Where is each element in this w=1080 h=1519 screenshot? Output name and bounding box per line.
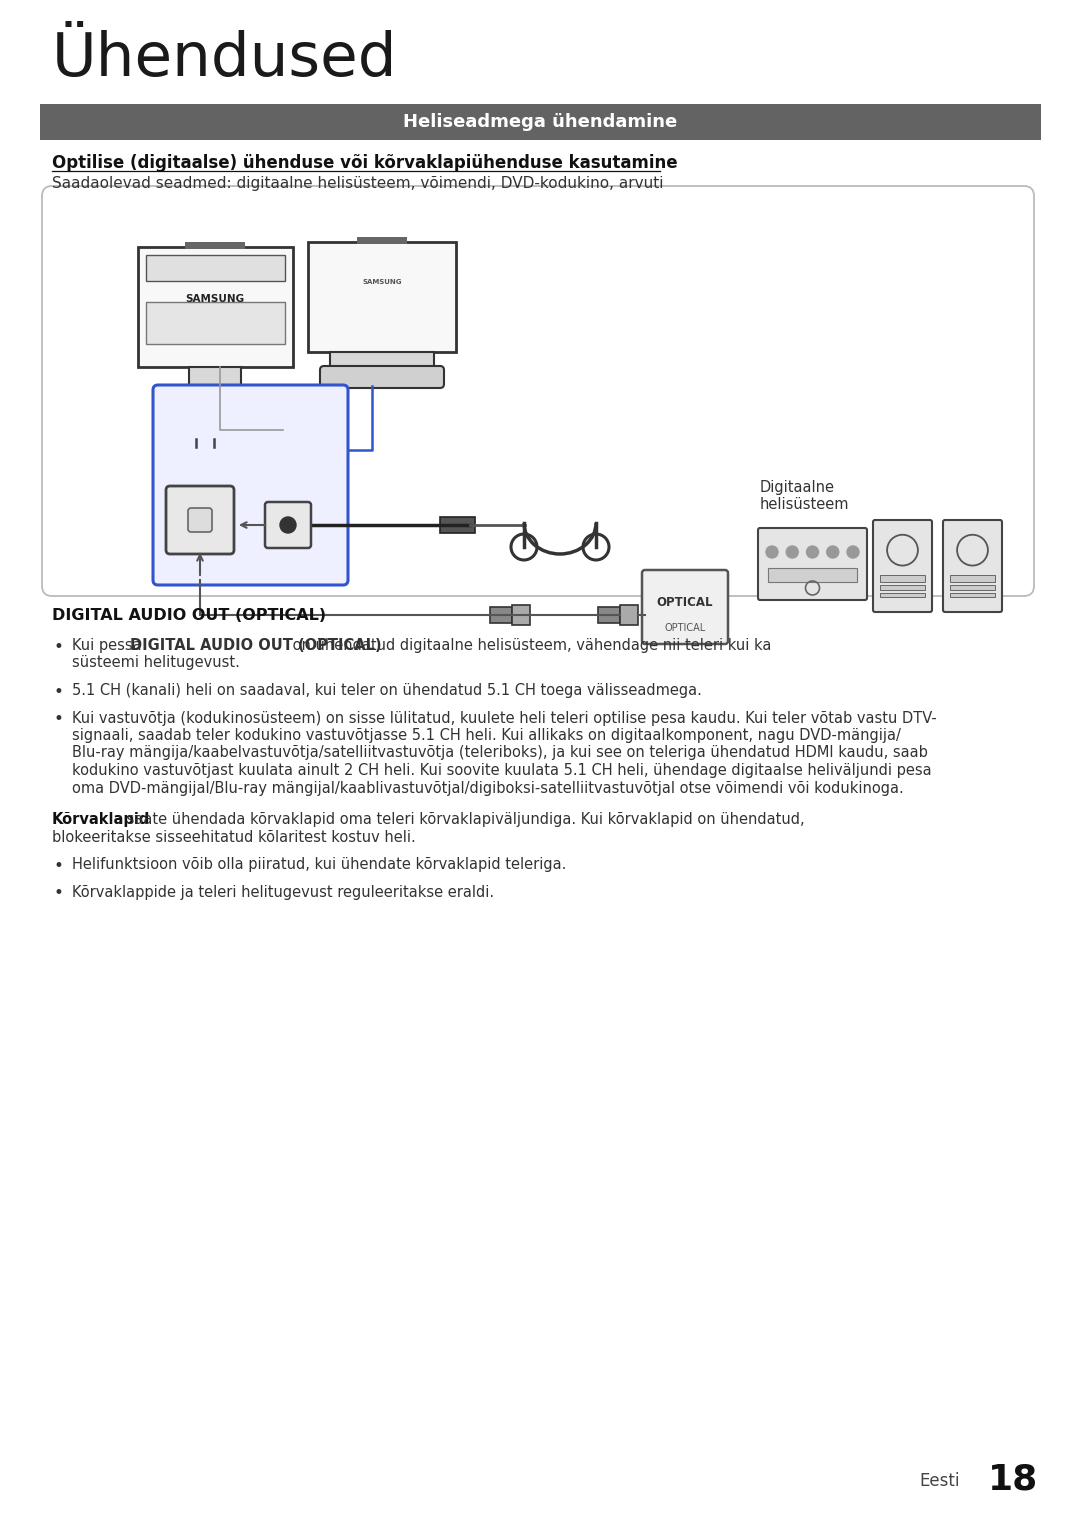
Bar (768, 568, 858, 582)
Text: Blu-ray mängija/kaabelvastuvõtja/satelliitvastuvõtja (teleriboks), ja kui see on: Blu-ray mängija/kaabelvastuvõtja/satelli… (72, 746, 928, 761)
FancyBboxPatch shape (758, 529, 867, 600)
Text: signaali, saadab teler kodukino vastuvõtjasse 5.1 CH heli. Kui allikaks on digit: signaali, saadab teler kodukino vastuvõt… (72, 728, 901, 743)
Bar (490, 608, 512, 623)
Bar (146, 302, 284, 343)
Text: Eesti: Eesti (919, 1472, 960, 1490)
Bar (187, 403, 243, 410)
Text: : saate ühendada kõrvaklapid oma teleri kõrvaklapiväljundiga. Kui kõrvaklapid on: : saate ühendada kõrvaklapid oma teleri … (118, 813, 805, 826)
Bar (950, 585, 995, 591)
Text: Ühendused: Ühendused (52, 30, 397, 90)
Bar (185, 242, 245, 249)
Text: blokeeritakse sisseehitatud kõlaritest kostuv heli.: blokeeritakse sisseehitatud kõlaritest k… (52, 829, 416, 845)
Text: Helifunktsioon võib olla piiratud, kui ühendate kõrvaklapid teleriga.: Helifunktsioon võib olla piiratud, kui ü… (72, 857, 566, 872)
Bar (880, 594, 924, 597)
Text: SAMSUNG: SAMSUNG (362, 279, 402, 286)
Text: süsteemi helitugevust.: süsteemi helitugevust. (72, 656, 240, 670)
Text: OPTICAL: OPTICAL (657, 595, 713, 609)
Bar (137, 248, 293, 368)
Circle shape (847, 545, 859, 557)
FancyBboxPatch shape (188, 507, 212, 532)
Text: •: • (54, 884, 64, 902)
Text: •: • (54, 684, 64, 700)
FancyBboxPatch shape (873, 519, 932, 612)
FancyBboxPatch shape (642, 570, 728, 644)
Text: OPTICAL: OPTICAL (664, 623, 705, 633)
Circle shape (807, 545, 819, 557)
Text: Digitaalne
helisüsteem: Digitaalne helisüsteem (760, 480, 850, 512)
Text: 5.1 CH (kanali) heli on saadaval, kui teler on ühendatud 5.1 CH toega välisseadm: 5.1 CH (kanali) heli on saadaval, kui te… (72, 684, 702, 699)
Circle shape (827, 545, 839, 557)
Circle shape (786, 545, 798, 557)
FancyBboxPatch shape (943, 519, 1002, 612)
Bar (512, 605, 530, 624)
Text: Kõrvaklappide ja teleri helitugevust reguleeritakse eraldi.: Kõrvaklappide ja teleri helitugevust reg… (72, 884, 495, 899)
FancyBboxPatch shape (153, 384, 348, 585)
Bar (950, 594, 995, 597)
Text: kodukino vastuvõtjast kuulata ainult 2 CH heli. Kui soovite kuulata 5.1 CH heli,: kodukino vastuvõtjast kuulata ainult 2 C… (72, 763, 932, 778)
Bar (440, 516, 475, 533)
Text: •: • (54, 711, 64, 729)
FancyBboxPatch shape (330, 352, 434, 371)
Text: •: • (54, 857, 64, 875)
Bar (146, 255, 284, 281)
Bar (308, 242, 456, 352)
Bar (880, 574, 924, 582)
Text: SAMSUNG: SAMSUNG (186, 295, 244, 304)
Text: 18: 18 (988, 1461, 1038, 1496)
Bar (880, 585, 924, 591)
Bar (189, 368, 241, 403)
Bar (357, 237, 407, 245)
FancyBboxPatch shape (42, 185, 1034, 595)
Bar (40, 103, 1041, 140)
Text: Optilise (digitaalse) ühenduse või kõrvaklapiühenduse kasutamine: Optilise (digitaalse) ühenduse või kõrva… (52, 153, 677, 172)
Text: oma DVD-mängijal/Blu-ray mängijal/kaablivastuvõtjal/digiboksi-satelliitvastuvõtj: oma DVD-mängijal/Blu-ray mängijal/kaabli… (72, 781, 904, 796)
Text: Kui vastuvõtja (kodukinosüsteem) on sisse lülitatud, kuulete heli teleri optilis: Kui vastuvõtja (kodukinosüsteem) on siss… (72, 711, 936, 726)
Bar (598, 608, 620, 623)
Text: •: • (54, 638, 64, 656)
Text: Heliseadmega ühendamine: Heliseadmega ühendamine (403, 112, 677, 131)
Text: Kui pessa: Kui pessa (72, 638, 146, 653)
Text: Kõrvaklapid: Kõrvaklapid (52, 813, 150, 826)
FancyBboxPatch shape (320, 366, 444, 387)
Circle shape (766, 545, 778, 557)
Text: DIGITAL AUDIO OUT (OPTICAL): DIGITAL AUDIO OUT (OPTICAL) (131, 638, 382, 653)
Text: Saadaolevad seadmed: digitaalne helisüsteem, võimendi, DVD-kodukino, arvuti: Saadaolevad seadmed: digitaalne helisüst… (52, 176, 663, 191)
FancyBboxPatch shape (163, 395, 247, 486)
FancyBboxPatch shape (166, 486, 234, 554)
Text: on ühendatud digitaalne helisüsteem, vähendage nii teleri kui ka: on ühendatud digitaalne helisüsteem, väh… (288, 638, 772, 653)
Bar (950, 574, 995, 582)
Circle shape (280, 516, 296, 533)
Bar (620, 605, 638, 624)
FancyBboxPatch shape (265, 501, 311, 548)
Text: DIGITAL AUDIO OUT (OPTICAL): DIGITAL AUDIO OUT (OPTICAL) (52, 608, 326, 623)
